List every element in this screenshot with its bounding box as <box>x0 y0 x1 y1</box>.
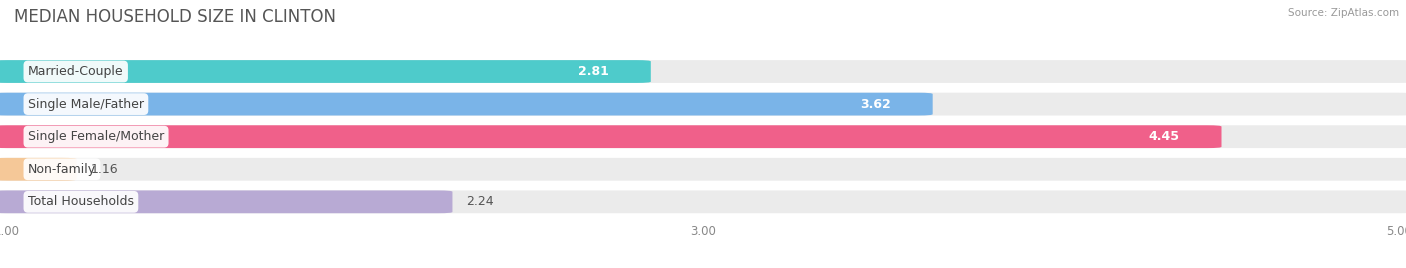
Text: 2.81: 2.81 <box>578 65 609 78</box>
Text: Single Male/Father: Single Male/Father <box>28 98 143 111</box>
FancyBboxPatch shape <box>0 125 1406 148</box>
Text: 4.45: 4.45 <box>1149 130 1180 143</box>
FancyBboxPatch shape <box>0 60 651 83</box>
FancyBboxPatch shape <box>0 93 1406 116</box>
Text: 2.24: 2.24 <box>467 195 494 208</box>
Text: 1.16: 1.16 <box>90 163 118 176</box>
Text: Source: ZipAtlas.com: Source: ZipAtlas.com <box>1288 8 1399 18</box>
FancyBboxPatch shape <box>0 191 453 213</box>
Text: Non-family: Non-family <box>28 163 96 176</box>
Text: 3.62: 3.62 <box>860 98 891 111</box>
FancyBboxPatch shape <box>0 93 932 116</box>
Text: Single Female/Mother: Single Female/Mother <box>28 130 165 143</box>
FancyBboxPatch shape <box>0 125 1222 148</box>
FancyBboxPatch shape <box>0 158 1406 181</box>
Text: Total Households: Total Households <box>28 195 134 208</box>
FancyBboxPatch shape <box>0 191 1406 213</box>
FancyBboxPatch shape <box>0 158 76 181</box>
Text: MEDIAN HOUSEHOLD SIZE IN CLINTON: MEDIAN HOUSEHOLD SIZE IN CLINTON <box>14 8 336 26</box>
Text: Married-Couple: Married-Couple <box>28 65 124 78</box>
FancyBboxPatch shape <box>0 60 1406 83</box>
